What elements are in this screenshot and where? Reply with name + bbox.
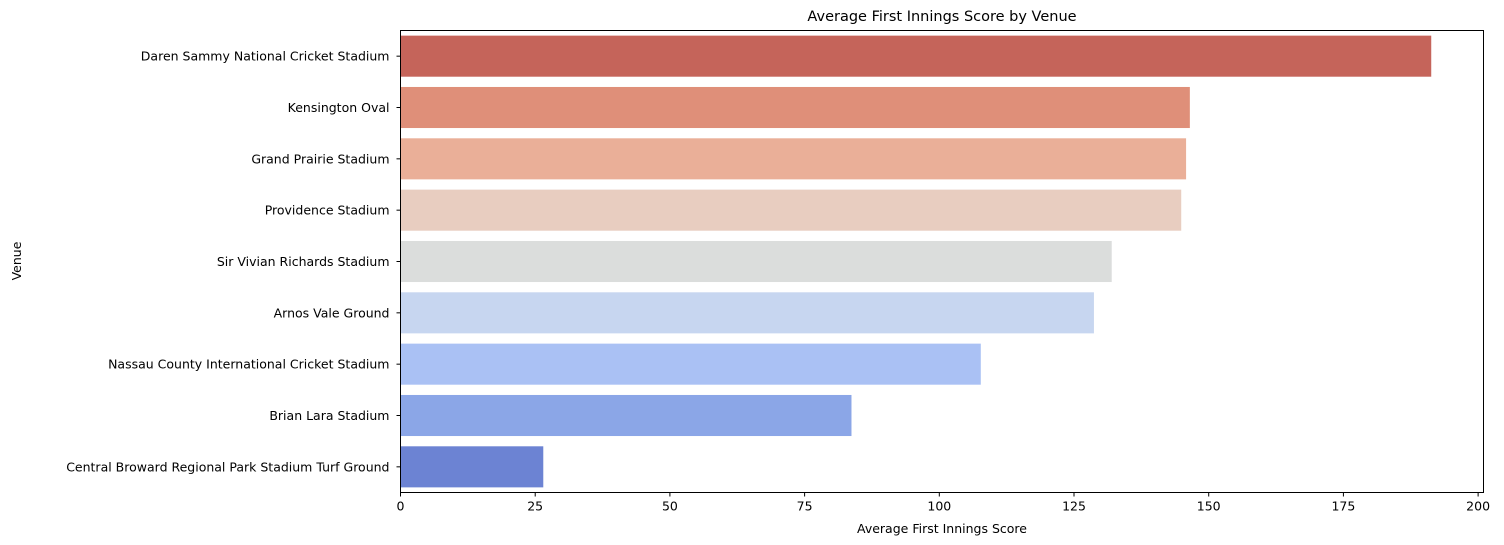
- bar: [400, 86, 1190, 129]
- y-tick-label: Providence Stadium: [265, 203, 390, 218]
- y-axis-ticks: Daren Sammy National Cricket Stadium Kens…: [66, 49, 401, 474]
- y-tick-label: Arnos Vale Ground: [274, 305, 390, 320]
- y-tick-label: Nassau County International Cricket Stad…: [108, 357, 389, 372]
- x-axis-ticks: 0 25 50 75 100 125 150 175 200: [397, 492, 1490, 514]
- bar: [400, 189, 1182, 231]
- y-tick-label: Brian Lara Stadium: [269, 408, 389, 423]
- y-tick-label: Grand Prairie Stadium: [251, 151, 389, 166]
- y-tick-label: Kensington Oval: [288, 100, 390, 115]
- bar: [400, 292, 1094, 334]
- x-axis-label: Average First Innings Score: [857, 521, 1027, 536]
- x-tick-label: 150: [1197, 499, 1221, 514]
- bar: [400, 240, 1112, 283]
- bar: [400, 138, 1187, 180]
- bars-group: [400, 35, 1432, 488]
- chart-title: Average First Innings Score by Venue: [807, 9, 1076, 25]
- y-tick-label: Central Broward Regional Park Stadium Tu…: [66, 459, 389, 474]
- x-tick-label: 100: [927, 499, 951, 514]
- x-tick-label: 25: [527, 499, 543, 514]
- y-axis-label: Venue: [9, 241, 24, 280]
- x-tick-label: 50: [662, 499, 678, 514]
- y-tick-label: Sir Vivian Richards Stadium: [217, 254, 390, 269]
- plot-frame: [400, 30, 1484, 493]
- bar: [400, 394, 852, 437]
- x-tick-label: 75: [797, 499, 813, 514]
- x-tick-label: 200: [1466, 499, 1490, 514]
- x-tick-label: 175: [1331, 499, 1355, 514]
- y-tick-label: Daren Sammy National Cricket Stadium: [141, 49, 390, 64]
- x-tick-label: 125: [1062, 499, 1086, 514]
- bar: [400, 343, 981, 385]
- bar: [400, 446, 544, 488]
- x-tick-label: 0: [397, 499, 405, 514]
- bar: [400, 35, 1432, 77]
